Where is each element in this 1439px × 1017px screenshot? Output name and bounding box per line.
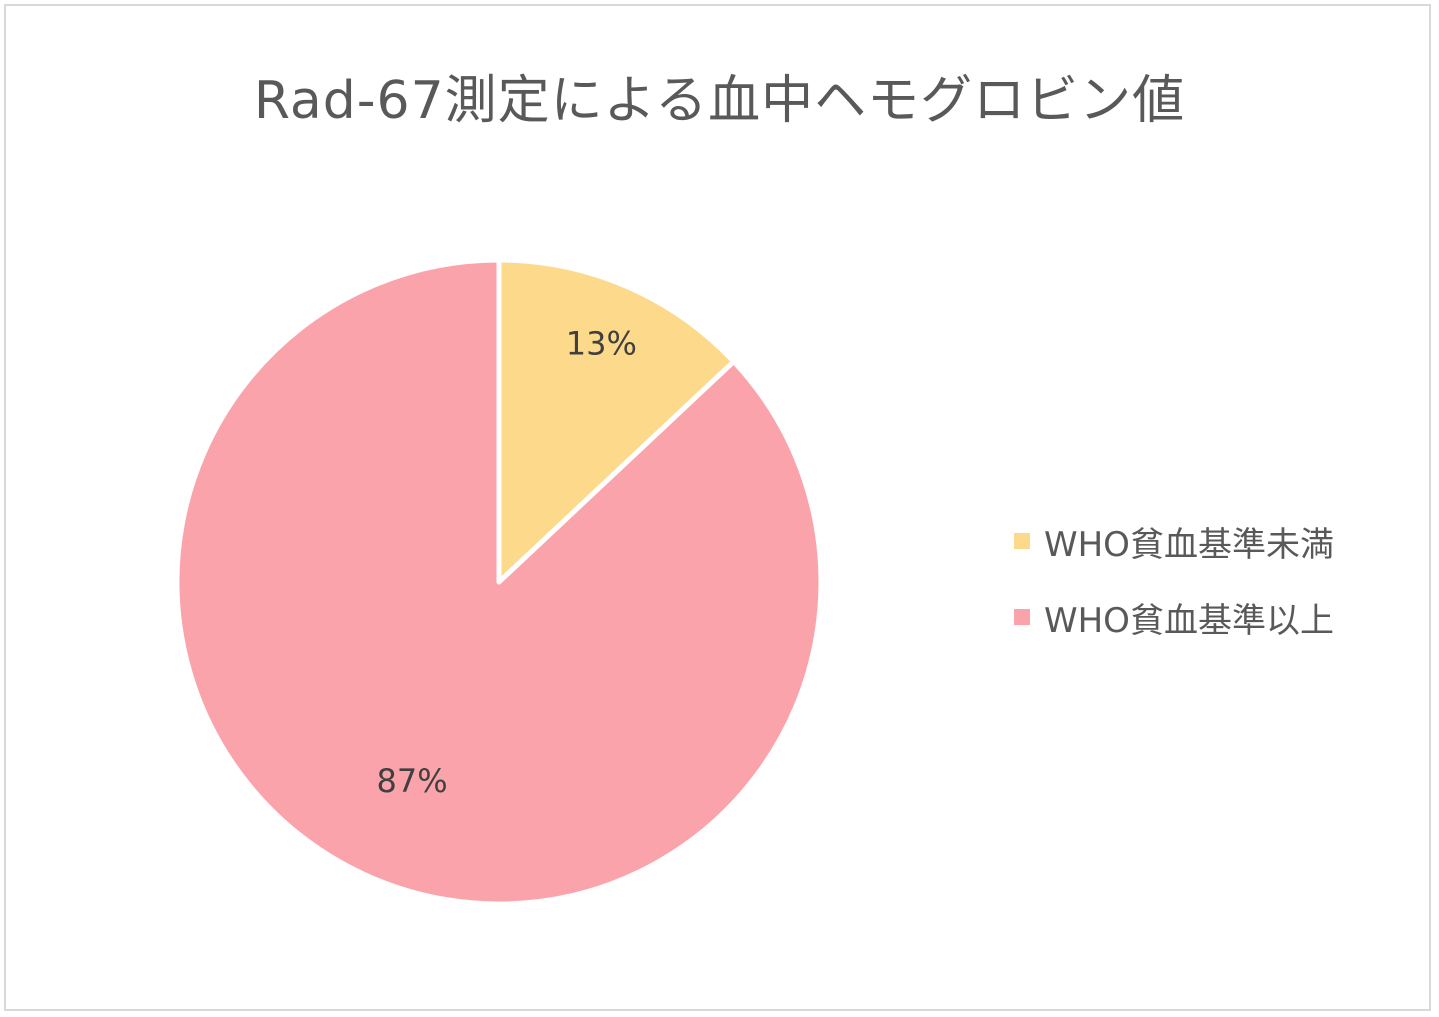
legend: WHO貧血基準未満 WHO貧血基準以上: [1014, 512, 1334, 664]
chart-title: Rad-67測定による血中ヘモグロビン値: [253, 71, 1186, 131]
legend-item-below-threshold: WHO貧血基準未満: [1014, 512, 1334, 570]
pie-slice-below-threshold: [496, 257, 737, 585]
legend-swatch-below-threshold: [1014, 533, 1030, 549]
pie-slice-above-threshold: [174, 257, 824, 907]
legend-item-above-threshold: WHO貧血基準以上: [1014, 588, 1334, 646]
data-label-above-threshold: 87%: [376, 762, 447, 800]
legend-swatch-above-threshold: [1014, 609, 1030, 625]
legend-label-above-threshold: WHO貧血基準以上: [1044, 600, 1334, 641]
data-label-below-threshold: 13%: [566, 325, 637, 363]
legend-label-below-threshold: WHO貧血基準未満: [1044, 524, 1334, 565]
